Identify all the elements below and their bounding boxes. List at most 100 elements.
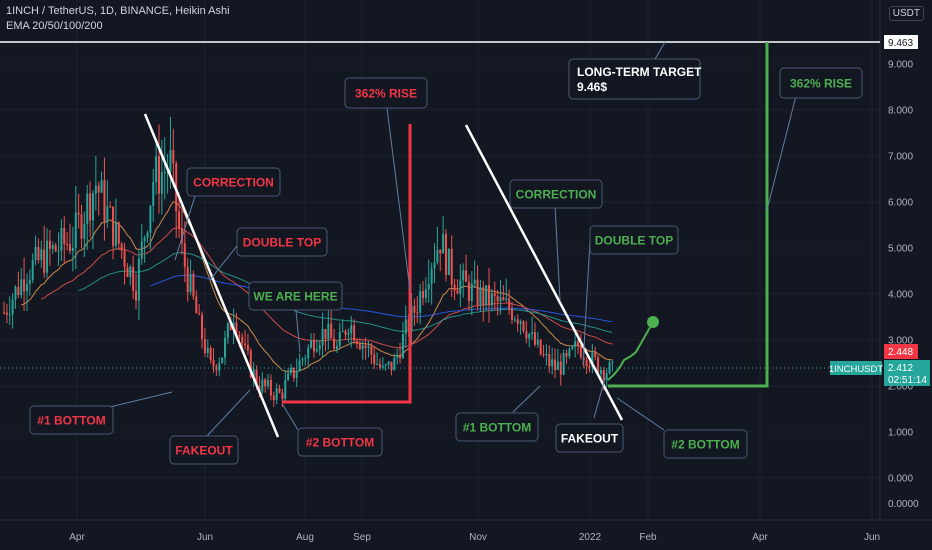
candle-body — [597, 356, 600, 374]
ticker-tag — [830, 361, 882, 375]
candle-body — [295, 371, 298, 379]
candle-body — [14, 286, 17, 300]
candle-body — [556, 361, 559, 370]
callout-label: DOUBLE TOP — [595, 234, 673, 248]
trendline-1 — [143, 113, 280, 438]
candle-body — [413, 306, 416, 313]
candle-body — [476, 279, 479, 306]
candle-body — [396, 355, 399, 358]
callout-label: #2 BOTTOM — [671, 438, 739, 452]
candle-body — [244, 343, 247, 345]
candle-body — [126, 267, 129, 278]
callout-label: DOUBLE TOP — [243, 236, 321, 250]
candle-body — [436, 249, 439, 263]
callout-pointer — [554, 204, 561, 301]
candle-body — [106, 206, 109, 222]
candle-body — [114, 222, 117, 246]
candle-body — [422, 291, 425, 298]
candle-body — [513, 319, 516, 321]
candle-body — [123, 250, 126, 268]
candle-body — [453, 284, 456, 291]
candle-body — [3, 312, 5, 314]
candle-body — [48, 240, 51, 249]
candle-body — [178, 211, 181, 229]
candle-body — [585, 359, 588, 367]
candle-body — [419, 291, 422, 313]
candle-body — [456, 290, 459, 294]
candle-body — [229, 323, 232, 330]
candle-body — [599, 369, 602, 374]
candle-body — [591, 351, 594, 368]
candle-body — [442, 233, 445, 254]
candle-body — [186, 266, 189, 293]
green-rise-bracket — [608, 42, 769, 388]
symbol-title[interactable]: 1INCH / TetherUS, 1D, BINANCE, Heikin As… — [6, 5, 230, 17]
candle-body — [482, 287, 485, 305]
candle-body — [562, 353, 565, 375]
ema-line-100 — [78, 251, 613, 333]
candle-body — [275, 388, 278, 400]
candle-body — [508, 298, 511, 309]
red-rise-bracket — [283, 124, 412, 404]
candle-body — [378, 363, 381, 368]
candle-body — [140, 241, 143, 259]
y-tick-label: 6.000 — [888, 198, 913, 209]
candle-body — [304, 358, 307, 360]
candle-body — [315, 349, 318, 352]
candle-body — [390, 361, 393, 371]
candle-body — [467, 281, 470, 302]
candle-body — [60, 228, 63, 251]
candle-body — [71, 247, 74, 251]
candle-body — [330, 323, 333, 339]
candle-body — [223, 337, 226, 358]
candle-body — [11, 299, 14, 315]
candle-body — [577, 341, 579, 346]
candle-body — [335, 346, 338, 349]
candle-body — [551, 359, 554, 367]
countdown-text: 02:51:14 — [888, 375, 927, 386]
candle-body — [267, 379, 270, 387]
last-price-text: 2.412 — [888, 363, 913, 374]
callout-box — [509, 179, 603, 209]
candle-body — [447, 248, 450, 275]
callout-label: #1 BOTTOM — [463, 421, 531, 435]
candle-body — [450, 248, 453, 285]
candle-body — [238, 334, 241, 337]
candle-body — [94, 185, 97, 194]
candle-body — [77, 212, 80, 215]
trendline-2 — [464, 124, 624, 421]
drawings — [0, 41, 880, 438]
candle-body — [218, 362, 221, 371]
callout-pointer — [105, 391, 173, 409]
candle-body — [465, 270, 468, 282]
callout-label: #2 BOTTOM — [306, 436, 374, 450]
candle-body — [321, 328, 324, 346]
candle-body — [192, 273, 195, 297]
x-tick-label: 2022 — [579, 532, 602, 543]
candle-body — [212, 360, 215, 367]
candle-body — [112, 206, 115, 246]
candle-body — [261, 379, 264, 392]
candle-body — [143, 237, 146, 242]
candle-body — [356, 340, 359, 344]
candle-body — [203, 339, 206, 354]
candle-body — [117, 222, 120, 244]
candle-body — [226, 323, 229, 338]
candle-body — [384, 364, 387, 366]
candle-body — [542, 354, 545, 356]
callout-pointer — [209, 241, 241, 281]
candle-body — [430, 268, 433, 284]
x-tick-label: Feb — [639, 532, 657, 543]
candle-body — [57, 250, 60, 252]
callout-label: #1 BOTTOM — [37, 414, 105, 428]
candle-body — [502, 297, 505, 301]
candle-body — [312, 340, 315, 352]
indicator-legend[interactable]: EMA 20/50/100/200 — [6, 20, 103, 32]
candle-body — [393, 357, 396, 371]
callout-pointer — [616, 397, 665, 431]
candle-body — [252, 369, 255, 378]
candle-body — [163, 171, 166, 173]
currency-badge[interactable]: USDT — [888, 6, 924, 21]
candle-body — [278, 388, 281, 393]
